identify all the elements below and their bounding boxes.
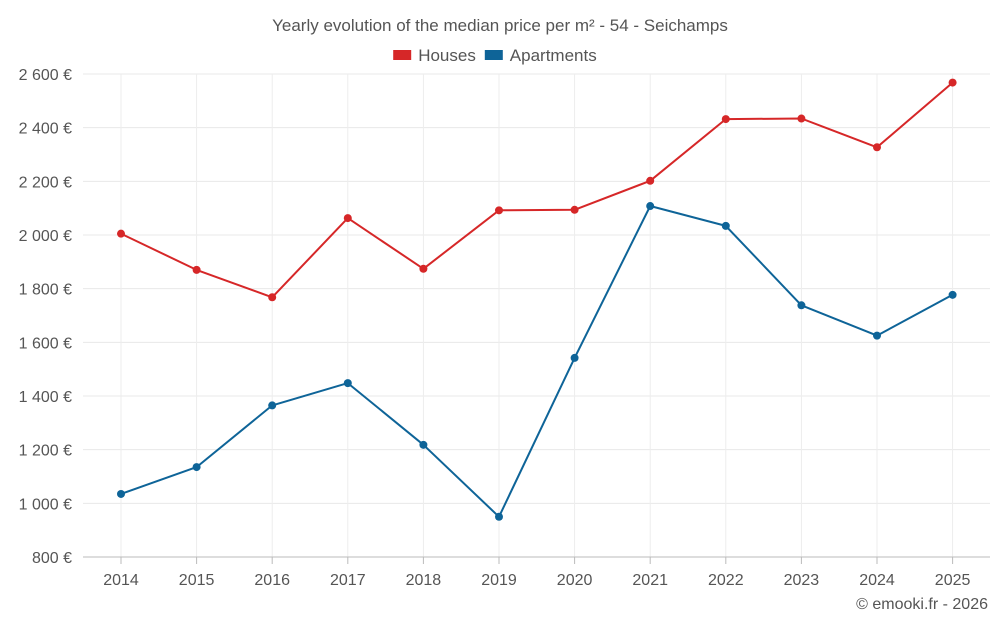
x-tick-label: 2023 [784,572,820,589]
data-point-apartments [948,290,957,299]
y-tick-label: 1 000 € [19,496,72,513]
axes: 800 € 1 000 € 1 200 € 1 400 € 1 600 € 1 800 €… [19,67,990,589]
y-tick-label: 2 600 € [19,67,72,84]
x-tick-label: 2016 [254,572,290,589]
legend: Houses Apartments [393,46,597,65]
legend-label-houses: Houses [418,46,476,65]
grid-lines [83,73,990,557]
x-tick-label: 2015 [179,572,215,589]
y-tick-label: 2 200 € [19,174,72,191]
x-tick-label: 2021 [632,572,668,589]
x-tick-label: 2024 [859,572,895,589]
legend-swatch-apartments [484,50,503,60]
y-tick-label: 1 600 € [19,335,72,352]
series-line-houses [120,81,954,299]
y-tick-label: 1 400 € [19,389,72,406]
y-tick-label: 1 200 € [19,443,72,460]
x-tick-label: 2022 [708,572,744,589]
legend-item-apartments: Apartments [484,46,597,65]
x-tick-label: 2019 [481,572,517,589]
x-tick-label: 2017 [330,572,366,589]
series-line-apartments [120,205,954,518]
data-point-houses [873,143,881,152]
legend-swatch-houses [393,50,412,60]
data-point-apartments [343,379,352,388]
data-point-apartments [495,512,503,521]
data-point-houses [117,229,125,238]
data-point-apartments [646,202,655,211]
x-tick-label: 2014 [103,572,139,589]
data-point-houses [268,293,277,302]
data-point-apartments [117,489,125,498]
data-point-apartments [797,301,806,310]
x-tick-label: 2020 [557,572,593,589]
data-point-apartments [721,221,730,230]
data-point-houses [721,115,730,124]
series-layer [117,78,957,521]
data-point-houses [343,214,352,223]
data-point-houses [646,176,655,185]
data-point-houses [797,114,806,123]
credit-text: © emooki.fr - 2026 [856,596,988,613]
data-point-houses [570,205,579,214]
data-point-houses [495,206,503,215]
data-point-apartments [570,353,579,362]
legend-item-houses: Houses [393,46,476,65]
x-tick-label: 2018 [406,572,442,589]
x-tick-label: 2025 [935,572,971,589]
y-tick-label: 1 800 € [19,282,72,299]
data-point-apartments [192,463,201,472]
data-point-houses [948,78,957,87]
data-point-apartments [873,331,881,340]
legend-label-apartments: Apartments [510,46,597,65]
data-point-apartments [419,440,428,449]
data-point-houses [419,264,428,273]
y-tick-label: 2 400 € [19,121,72,138]
chart-title: Yearly evolution of the median price per… [272,16,728,35]
y-tick-label: 800 € [32,550,72,567]
y-tick-label: 2 000 € [19,228,72,245]
data-point-houses [192,265,201,274]
data-point-apartments [268,401,277,410]
